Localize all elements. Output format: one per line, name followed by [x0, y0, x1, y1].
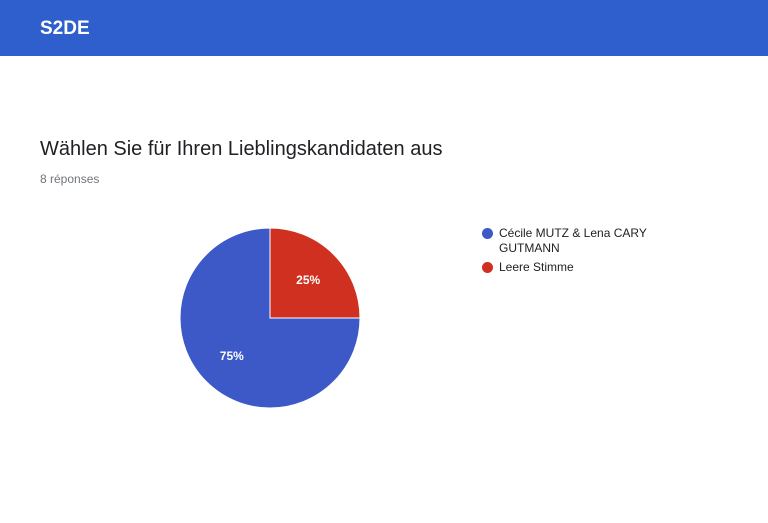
pie-slices — [179, 227, 361, 409]
legend-item-1[interactable]: Leere Stimme — [482, 260, 682, 275]
chart-legend: Cécile MUTZ & Lena CARY GUTMANN Leere Sti… — [482, 226, 682, 279]
app-title: S2DE — [40, 18, 90, 39]
legend-label: Leere Stimme — [499, 260, 574, 274]
app-header: S2DE — [0, 0, 768, 56]
question-title: Wählen Sie für Ihren Lieblingskandidaten… — [40, 138, 443, 160]
pie-labels: 25% 75% — [220, 273, 321, 363]
pie-slice-0[interactable] — [179, 227, 361, 409]
legend-dot-icon — [482, 228, 493, 239]
legend-label: Cécile MUTZ & Lena CARY GUTMANN — [499, 226, 647, 255]
pie-slice-1[interactable] — [269, 227, 361, 319]
pie-slice-label-1: 25% — [296, 273, 320, 287]
response-count: 8 réponses — [40, 172, 100, 186]
pie-slice-label-0: 75% — [220, 349, 244, 363]
legend-dot-icon — [482, 262, 493, 273]
legend-item-0[interactable]: Cécile MUTZ & Lena CARY GUTMANN — [482, 226, 682, 256]
